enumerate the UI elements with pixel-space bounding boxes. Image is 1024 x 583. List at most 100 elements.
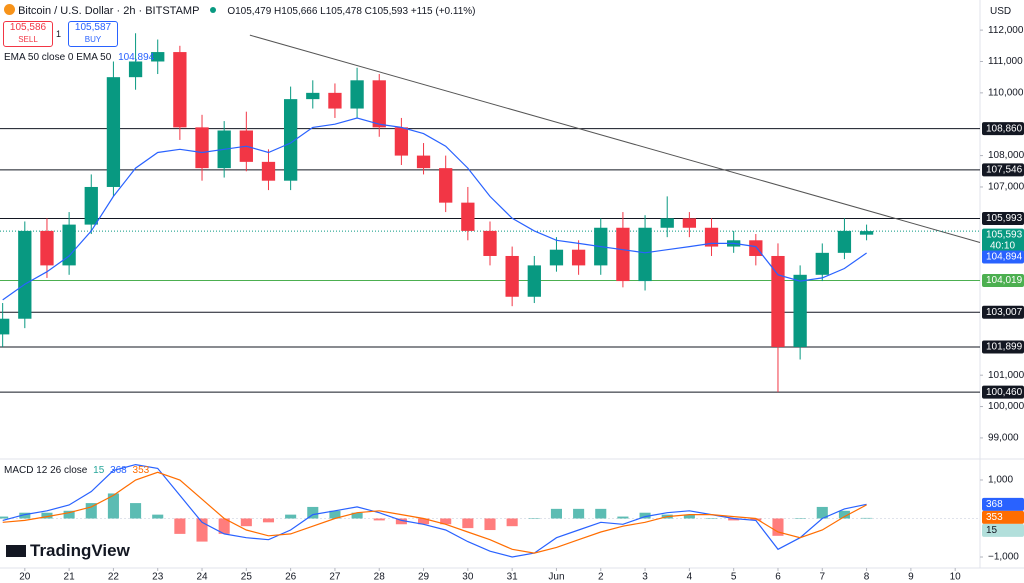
macd-histogram-bar	[595, 508, 607, 519]
macd-axis-label-box	[982, 497, 1024, 511]
y-tick-label: 100,000	[988, 401, 1024, 412]
candle-body	[350, 80, 364, 109]
macd-histogram-bar	[395, 518, 407, 525]
candle-body	[283, 99, 298, 181]
last-price-label-box	[982, 228, 1024, 253]
candle-body	[483, 230, 497, 256]
macd-histogram-bar	[240, 518, 252, 527]
trendline	[249, 34, 981, 243]
macd-axis-label-box	[982, 510, 1024, 524]
x-tick-label: 22	[108, 572, 120, 583]
x-tick-label: 29	[418, 572, 430, 583]
candle-body	[151, 52, 165, 62]
signal-line	[2, 471, 867, 554]
macd-histogram-bar	[484, 518, 496, 531]
candle-body	[62, 224, 76, 266]
sell-button[interactable]: 105,586 SELL	[3, 21, 53, 47]
ema-line	[2, 117, 867, 301]
sell-price: 105,586	[9, 22, 47, 33]
macd-histogram-bar	[683, 514, 695, 519]
candle-body	[549, 249, 564, 266]
x-tick-label: 31	[507, 572, 519, 583]
macd-axis-label: 368	[986, 499, 1003, 510]
macd-line	[2, 463, 867, 558]
x-tick-label: 9	[908, 572, 914, 583]
macd-axis-label: 353	[986, 512, 1003, 523]
candle-body	[571, 249, 586, 266]
macd-histogram-bar	[329, 510, 341, 519]
macd-signal-value: 353	[132, 465, 150, 476]
candle-body	[18, 230, 32, 319]
ema-name: EMA 50 close 0 EMA 50	[4, 52, 112, 63]
macd-histogram-bar	[861, 517, 873, 519]
macd-histogram-bar	[41, 512, 53, 519]
brand-name: TradingView	[30, 541, 130, 560]
level-label: 103,007	[986, 307, 1023, 318]
buy-button[interactable]: 105,587 BUY	[68, 21, 118, 47]
macd-y-tick-label: −1,000	[988, 552, 1019, 563]
macd-histogram-bar	[617, 516, 629, 519]
macd-histogram-bar	[838, 510, 850, 519]
x-tick-label: 8	[864, 572, 870, 583]
candle-body	[261, 161, 276, 181]
level-label-box	[982, 305, 1024, 319]
ema-value: 104,894	[118, 52, 155, 63]
candle-body	[394, 127, 409, 156]
x-tick-label: 6	[775, 572, 781, 583]
level-label: 107,546	[986, 164, 1023, 175]
ohlc-legend: O105,479 H105,666 L105,478 C105,593 +115…	[227, 6, 476, 17]
macd-histogram-bar	[573, 508, 585, 519]
candle-body	[372, 80, 386, 128]
macd-legend: MACD 12 26 close 15 368 353	[4, 465, 149, 476]
x-tick-label: 10	[950, 572, 962, 583]
macd-histogram-bar	[262, 518, 275, 523]
y-tick-label: 111,000	[988, 56, 1023, 67]
candle-body	[84, 186, 98, 225]
candle-body	[682, 218, 697, 228]
macd-line-value: 368	[110, 465, 127, 476]
spread: 1	[56, 29, 62, 39]
candle-body	[173, 52, 187, 128]
candle-body	[527, 265, 541, 297]
symbol-title: Bitcoin / U.S. Dollar · 2h · BITSTAMP	[18, 5, 200, 17]
macd-histogram-bar	[418, 518, 430, 525]
ema-axis-label: 104,894	[986, 252, 1023, 263]
macd-histogram-bar	[772, 518, 784, 536]
macd-histogram-bar	[462, 518, 474, 529]
buy-label: BUY	[84, 35, 102, 44]
x-tick-label: 27	[329, 572, 341, 583]
macd-hist-value: 15	[93, 465, 105, 476]
level-label: 105,993	[986, 213, 1023, 224]
candle-body	[704, 227, 719, 247]
macd-histogram-bar	[285, 514, 297, 519]
x-tick-label: 21	[64, 572, 76, 583]
x-tick-label: 30	[462, 572, 474, 583]
level-label-box	[982, 212, 1024, 226]
macd-histogram-bar	[19, 512, 31, 519]
candle-body	[328, 92, 342, 109]
macd-histogram-bar	[506, 518, 518, 527]
y-tick-label: 112,000	[988, 25, 1024, 36]
macd-histogram-bar	[107, 493, 119, 519]
macd-y-tick-label: 1,000	[988, 475, 1013, 486]
x-tick-label: 25	[241, 572, 253, 583]
y-tick-label: 110,000	[988, 87, 1024, 98]
macd-histogram-bar	[196, 518, 208, 542]
macd-axis-label: 15	[986, 525, 998, 536]
level-label-box	[982, 385, 1024, 399]
candle-body	[815, 252, 829, 275]
buy-price: 105,587	[74, 22, 112, 33]
candle-body	[859, 231, 874, 235]
candle-body	[793, 274, 807, 347]
macd-title: MACD 12 26 close	[4, 465, 88, 476]
last-price-label-countdown: 40:10	[990, 241, 1015, 252]
x-tick-label: 20	[19, 572, 31, 583]
x-tick-label: 3	[642, 572, 648, 583]
x-tick-label: 7	[819, 572, 825, 583]
brand: TradingView	[6, 541, 130, 561]
brand-logo	[6, 545, 26, 557]
candle-body	[439, 168, 453, 203]
x-tick-label: 26	[285, 572, 297, 583]
macd-histogram-bar	[550, 508, 562, 519]
